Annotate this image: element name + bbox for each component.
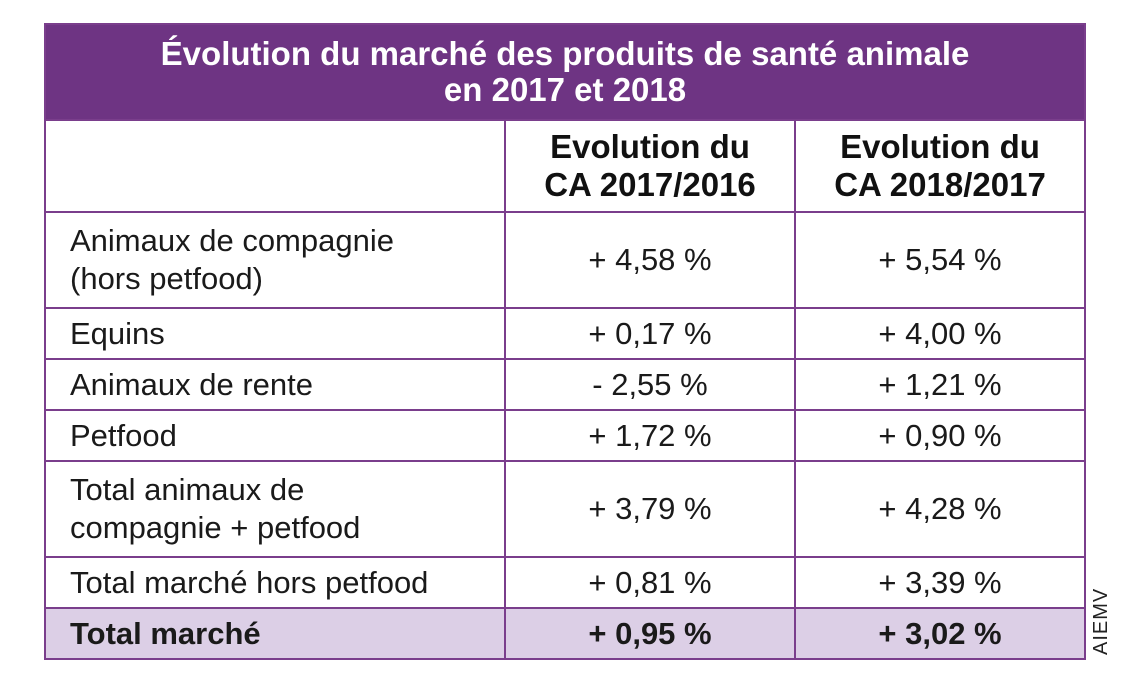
header-2018-2017: Evolution du CA 2018/2017 bbox=[793, 119, 1087, 213]
value-2018: + 5,54 % bbox=[793, 211, 1087, 309]
table-title-line-1: Évolution du marché des produits de sant… bbox=[160, 35, 970, 72]
table-row: Total marché hors petfood + 0,81 % + 3,3… bbox=[44, 556, 1087, 609]
row-label: Petfood bbox=[44, 409, 506, 462]
table-row: Animaux de compagnie (hors petfood) + 4,… bbox=[44, 211, 1087, 309]
row-label: Equins bbox=[44, 307, 506, 360]
row-label-line-1: Total animaux de bbox=[70, 472, 305, 507]
table-row: Equins + 0,17 % + 4,00 % bbox=[44, 307, 1087, 360]
value-2018: + 4,28 % bbox=[793, 460, 1087, 558]
header-2017-2016: Evolution du CA 2017/2016 bbox=[504, 119, 796, 213]
header-2017-line-1: Evolution du bbox=[550, 128, 750, 165]
table-row: Petfood + 1,72 % + 0,90 % bbox=[44, 409, 1087, 462]
source-credit: AIEMV bbox=[1090, 587, 1112, 655]
header-empty-cell bbox=[44, 119, 506, 213]
row-label-line-2: (hors petfood) bbox=[70, 261, 263, 296]
table-title: Évolution du marché des produits de sant… bbox=[43, 23, 1087, 121]
row-label: Total animaux de compagnie + petfood bbox=[44, 460, 506, 558]
market-table-container: Évolution du marché des produits de sant… bbox=[43, 23, 1087, 660]
row-label: Animaux de compagnie (hors petfood) bbox=[44, 211, 506, 309]
value-2018: + 4,00 % bbox=[793, 307, 1087, 360]
title-row: Évolution du marché des produits de sant… bbox=[43, 23, 1087, 121]
header-2018-line-2: CA 2018/2017 bbox=[834, 166, 1046, 203]
value-2017: - 2,55 % bbox=[504, 358, 796, 411]
header-row: Evolution du CA 2017/2016 Evolution du C… bbox=[44, 119, 1087, 213]
value-2017: + 4,58 % bbox=[504, 211, 796, 309]
value-2017: + 0,17 % bbox=[504, 307, 796, 360]
value-2018: + 0,90 % bbox=[793, 409, 1087, 462]
value-2018: + 1,21 % bbox=[793, 358, 1087, 411]
value-2017: + 1,72 % bbox=[504, 409, 796, 462]
table-row: Animaux de rente - 2,55 % + 1,21 % bbox=[44, 358, 1087, 411]
table-title-line-2: en 2017 et 2018 bbox=[443, 71, 687, 108]
row-label-line-1: Animaux de compagnie bbox=[70, 223, 394, 258]
row-label-line-2: compagnie + petfood bbox=[70, 510, 361, 545]
total-value-2017: + 0,95 % bbox=[504, 607, 796, 660]
total-label: Total marché bbox=[44, 607, 506, 660]
value-2017: + 3,79 % bbox=[504, 460, 796, 558]
row-label: Total marché hors petfood bbox=[44, 556, 506, 609]
value-2018: + 3,39 % bbox=[793, 556, 1087, 609]
value-2017: + 0,81 % bbox=[504, 556, 796, 609]
total-row: Total marché + 0,95 % + 3,02 % bbox=[44, 607, 1087, 660]
total-value-2018: + 3,02 % bbox=[793, 607, 1087, 660]
header-2018-line-1: Evolution du bbox=[840, 128, 1040, 165]
table-row: Total animaux de compagnie + petfood + 3… bbox=[44, 460, 1087, 558]
market-evolution-table: Évolution du marché des produits de sant… bbox=[43, 23, 1087, 660]
header-2017-line-2: CA 2017/2016 bbox=[544, 166, 756, 203]
row-label: Animaux de rente bbox=[44, 358, 506, 411]
